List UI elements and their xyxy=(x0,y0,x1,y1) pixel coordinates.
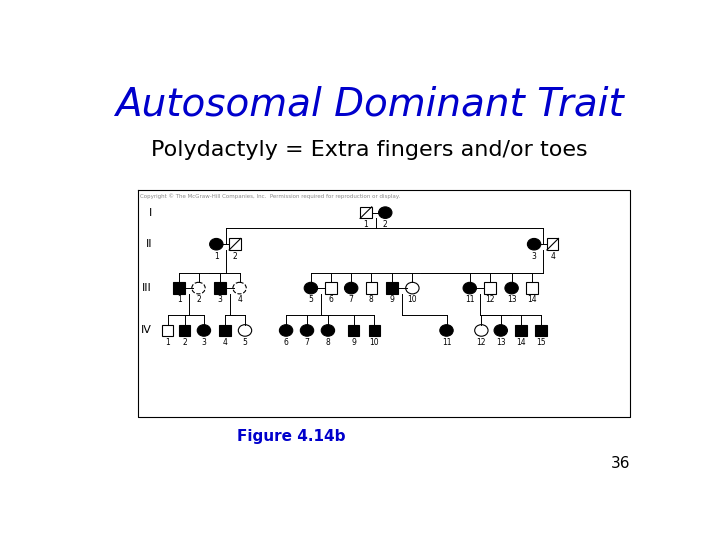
Ellipse shape xyxy=(238,325,252,336)
Ellipse shape xyxy=(494,325,508,336)
Text: 3: 3 xyxy=(202,338,207,347)
Ellipse shape xyxy=(379,207,392,218)
Bar xyxy=(484,282,495,294)
Text: 2: 2 xyxy=(233,252,238,260)
Bar xyxy=(360,207,372,218)
Ellipse shape xyxy=(440,325,453,336)
Text: 7: 7 xyxy=(305,338,310,347)
Text: 11: 11 xyxy=(442,338,451,347)
Bar xyxy=(229,239,240,250)
Text: 6: 6 xyxy=(328,295,333,305)
Text: Autosomal Dominant Trait: Autosomal Dominant Trait xyxy=(114,86,624,124)
Text: Polydactyly = Extra fingers and/or toes: Polydactyly = Extra fingers and/or toes xyxy=(150,139,588,159)
Text: 4: 4 xyxy=(237,295,242,305)
Text: 11: 11 xyxy=(465,295,474,305)
Bar xyxy=(547,239,559,250)
Ellipse shape xyxy=(304,282,318,294)
Bar xyxy=(174,282,185,294)
Ellipse shape xyxy=(463,282,477,294)
Text: 10: 10 xyxy=(369,338,379,347)
Text: 13: 13 xyxy=(507,295,516,305)
Ellipse shape xyxy=(505,282,518,294)
Text: 8: 8 xyxy=(369,295,374,305)
Text: 9: 9 xyxy=(390,295,395,305)
Ellipse shape xyxy=(210,239,223,250)
Text: 15: 15 xyxy=(536,338,546,347)
Bar xyxy=(219,325,230,336)
Text: 9: 9 xyxy=(351,338,356,347)
Ellipse shape xyxy=(405,282,419,294)
Bar xyxy=(325,282,337,294)
Text: Copyright © The McGraw-Hill Companies, Inc.  Permission required for reproductio: Copyright © The McGraw-Hill Companies, I… xyxy=(140,193,400,199)
Text: 8: 8 xyxy=(325,338,330,347)
Text: 1: 1 xyxy=(165,338,170,347)
Ellipse shape xyxy=(474,325,488,336)
Text: 12: 12 xyxy=(485,295,495,305)
Bar xyxy=(535,325,547,336)
Bar xyxy=(515,325,527,336)
Bar xyxy=(387,282,398,294)
Text: 3: 3 xyxy=(217,295,222,305)
Ellipse shape xyxy=(197,325,211,336)
Text: 2: 2 xyxy=(196,295,201,305)
Text: I: I xyxy=(149,208,152,218)
Text: 7: 7 xyxy=(348,295,354,305)
Text: Figure 4.14b: Figure 4.14b xyxy=(238,429,346,444)
Bar xyxy=(215,282,226,294)
Ellipse shape xyxy=(527,239,541,250)
Text: 3: 3 xyxy=(531,252,536,260)
Text: 1: 1 xyxy=(364,220,368,229)
Text: II: II xyxy=(145,239,152,249)
Bar xyxy=(179,325,190,336)
Bar xyxy=(526,282,538,294)
Text: 14: 14 xyxy=(527,295,536,305)
Text: 2: 2 xyxy=(383,220,387,229)
Text: 10: 10 xyxy=(408,295,417,305)
Ellipse shape xyxy=(300,325,314,336)
Text: 5: 5 xyxy=(243,338,248,347)
Text: 12: 12 xyxy=(477,338,486,347)
Text: 14: 14 xyxy=(516,338,526,347)
Ellipse shape xyxy=(233,282,246,294)
Text: 4: 4 xyxy=(222,338,228,347)
Text: 1: 1 xyxy=(176,295,181,305)
Ellipse shape xyxy=(192,282,205,294)
Bar xyxy=(348,325,359,336)
Text: 5: 5 xyxy=(308,295,313,305)
Ellipse shape xyxy=(344,282,358,294)
Text: 2: 2 xyxy=(182,338,187,347)
Text: 6: 6 xyxy=(284,338,289,347)
Ellipse shape xyxy=(321,325,335,336)
Text: 4: 4 xyxy=(550,252,555,260)
Bar xyxy=(369,325,380,336)
Text: IV: IV xyxy=(141,326,152,335)
Text: III: III xyxy=(143,283,152,293)
Bar xyxy=(366,282,377,294)
Text: 13: 13 xyxy=(496,338,505,347)
Ellipse shape xyxy=(279,325,293,336)
Bar xyxy=(162,325,174,336)
Text: 36: 36 xyxy=(611,456,630,470)
Text: 1: 1 xyxy=(214,252,219,260)
